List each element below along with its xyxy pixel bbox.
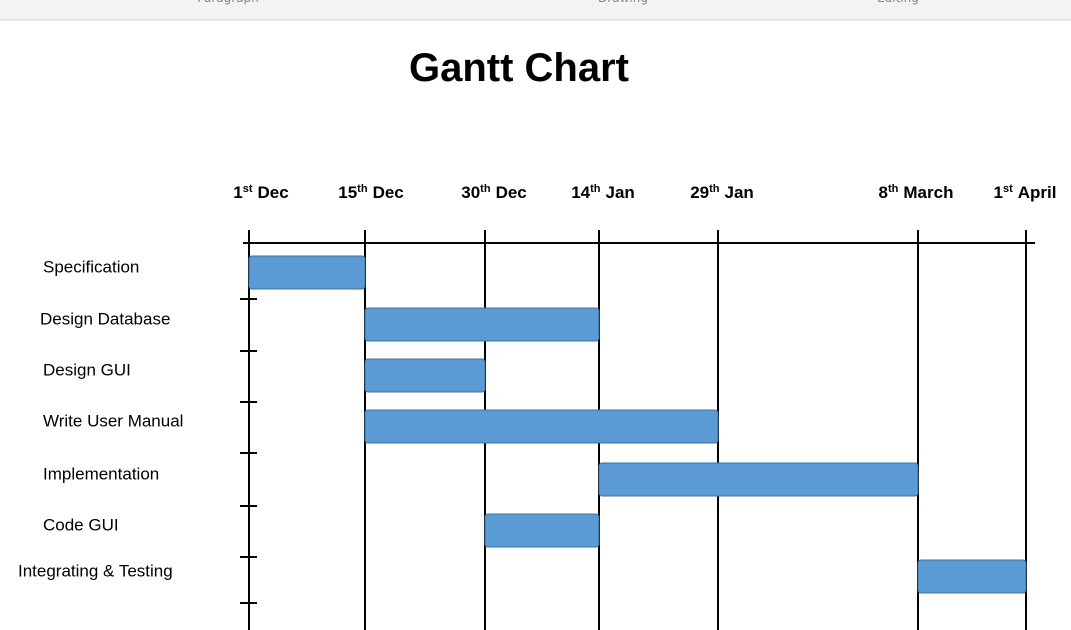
milestone-label: 1st Dec — [233, 183, 288, 202]
milestone-suffix: th — [888, 183, 899, 195]
milestone-month: Dec — [373, 183, 404, 202]
chart-title: Gantt Chart — [409, 46, 629, 90]
milestone-label: 29th Jan — [690, 183, 754, 202]
milestone-day: 1 — [233, 183, 242, 202]
task-bar — [364, 307, 600, 342]
task-bar — [598, 462, 919, 497]
milestone-month: March — [903, 183, 953, 202]
task-bar — [248, 255, 366, 290]
task-label: Integrating & Testing — [18, 561, 173, 580]
milestone-suffix: th — [590, 183, 601, 195]
milestone-day: 29 — [690, 183, 709, 202]
task-label: Specification — [43, 257, 139, 276]
milestone-day: 15 — [338, 183, 357, 202]
milestone-label: 14th Jan — [571, 183, 635, 202]
task-label: Design Database — [40, 309, 170, 328]
milestone-month: Jan — [725, 183, 754, 202]
milestone-month: April — [1018, 183, 1057, 202]
milestone-month: Dec — [258, 183, 289, 202]
ribbon-group: Paragraph — [197, 0, 258, 5]
milestone-suffix: th — [480, 183, 491, 195]
milestone-label: 8th March — [879, 183, 954, 202]
milestone-label: 15th Dec — [338, 183, 404, 202]
milestone-day: 30 — [461, 183, 480, 202]
milestone-suffix: th — [709, 183, 720, 195]
milestone-day: 1 — [994, 183, 1003, 202]
milestone-suffix: th — [357, 183, 368, 195]
milestone-suffix: st — [243, 183, 253, 195]
task-label: Design GUI — [43, 360, 131, 379]
milestone-month: Dec — [496, 183, 527, 202]
task-bar — [364, 409, 719, 444]
task-bar — [484, 513, 600, 548]
ribbon-group: Editing — [877, 0, 919, 5]
ribbon-group: Drawing — [598, 0, 648, 5]
milestone-suffix: st — [1003, 183, 1013, 195]
task-bar — [364, 358, 486, 393]
milestone-day: 8 — [879, 183, 888, 202]
ribbon — [0, 0, 1071, 20]
task-label: Write User Manual — [43, 411, 183, 430]
milestone-day: 14 — [571, 183, 590, 202]
task-label: Code GUI — [43, 515, 119, 534]
milestone-month: Jan — [606, 183, 635, 202]
task-label: Implementation — [43, 464, 159, 483]
milestone-label: 1st April — [994, 183, 1057, 202]
task-bar — [917, 559, 1027, 594]
milestone-label: 30th Dec — [461, 183, 527, 202]
